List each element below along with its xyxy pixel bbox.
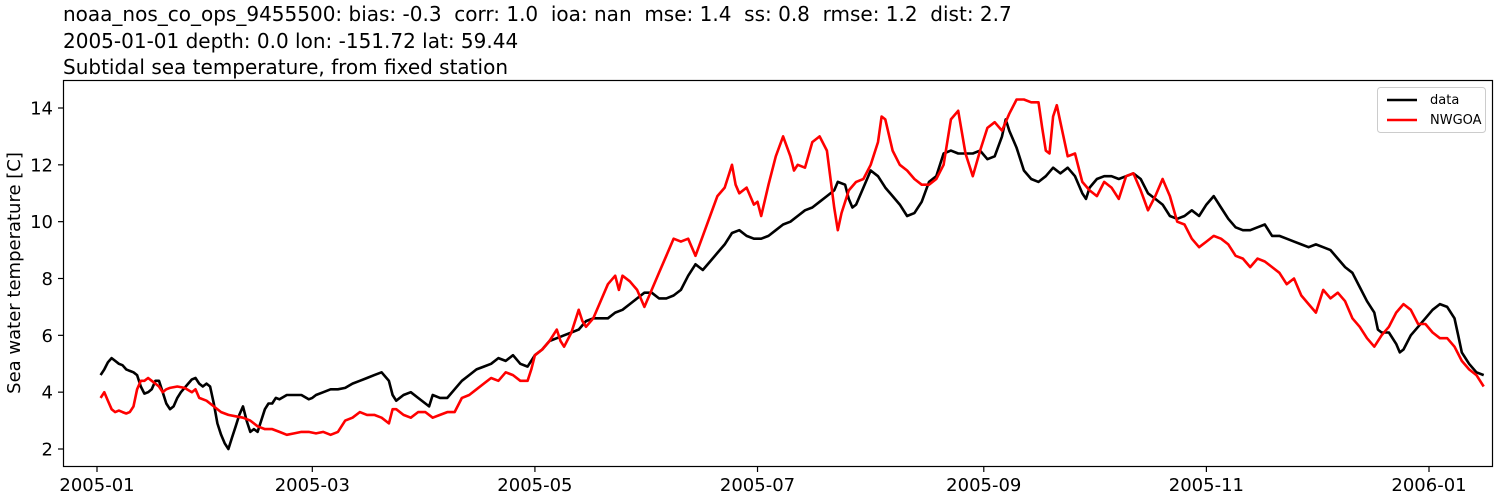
axes-frame xyxy=(62,79,1494,468)
y-tick-label: 2 xyxy=(42,440,53,461)
x-tick-label: 2005-01 xyxy=(59,475,134,496)
x-axis: 2005-01 2005-03 2005-05 2005-07 2005-09 2005-… xyxy=(59,466,1467,496)
y-tick-label: 14 xyxy=(30,99,53,120)
x-tick-label: 2005-05 xyxy=(497,475,572,496)
x-tick-label: 2005-03 xyxy=(275,475,350,496)
chart-title-location: 2005-01-01 depth: 0.0 lon: -151.72 lat: … xyxy=(63,29,519,53)
y-tick-label: 8 xyxy=(42,269,53,290)
legend-label-data: data xyxy=(1430,93,1459,108)
y-tick-label: 4 xyxy=(42,383,53,404)
x-tick-label: 2005-07 xyxy=(720,475,795,496)
legend: data NWGOA xyxy=(1377,87,1486,133)
x-tick-label: 2006-01 xyxy=(1391,475,1466,496)
x-tick-label: 2005-09 xyxy=(946,475,1021,496)
y-axis-label: Sea water temperature [C] xyxy=(4,152,25,394)
y-tick-label: 10 xyxy=(30,212,53,233)
legend-label-nwgoa: NWGOA xyxy=(1430,113,1482,128)
y-tick-label: 6 xyxy=(42,326,53,347)
y-tick-label: 12 xyxy=(30,155,53,176)
series-line-nwgoa xyxy=(99,98,1485,437)
chart-title-stats: noaa_nos_co_ops_9455500: bias: -0.3 corr… xyxy=(63,2,1012,26)
chart-title-description: Subtidal sea temperature, from fixed sta… xyxy=(63,55,508,79)
y-axis: 2 4 6 8 10 12 14 xyxy=(30,99,64,461)
x-tick-label: 2005-11 xyxy=(1169,475,1244,496)
series-line-data xyxy=(99,118,1485,451)
series-layer xyxy=(99,98,1485,451)
